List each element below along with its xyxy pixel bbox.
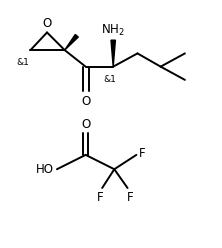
Polygon shape <box>111 40 115 67</box>
Text: HO: HO <box>36 163 54 176</box>
Text: F: F <box>127 191 133 204</box>
Text: NH$_2$: NH$_2$ <box>101 23 125 38</box>
Text: O: O <box>42 17 52 30</box>
Text: &1: &1 <box>16 58 29 67</box>
Text: O: O <box>81 95 90 108</box>
Text: &1: &1 <box>103 75 116 85</box>
Text: O: O <box>81 118 90 131</box>
Polygon shape <box>65 34 78 50</box>
Text: F: F <box>139 147 146 160</box>
Text: F: F <box>97 191 103 204</box>
